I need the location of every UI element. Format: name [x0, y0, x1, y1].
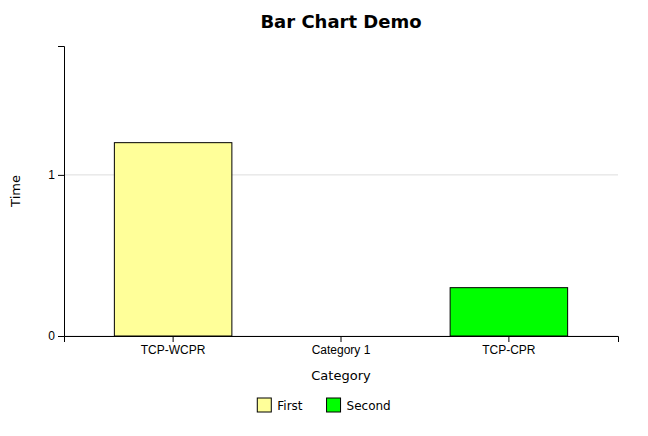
chart-container: TCP-WCPRCategory 1TCP-CPR01Bar Chart Dem…	[0, 0, 648, 436]
x-tick-mark	[341, 336, 342, 342]
x-tick-label: Category 1	[312, 343, 371, 357]
bar	[450, 288, 568, 336]
legend: First Second	[257, 398, 390, 413]
x-tick: TCP-CPR	[482, 336, 536, 357]
y-axis-label: Time	[8, 175, 23, 208]
x-tick-mark	[508, 336, 509, 342]
y-tick: 0	[48, 329, 64, 343]
y-tick: 1	[48, 168, 64, 182]
y-tick-mark	[58, 336, 64, 337]
legend-label: Second	[347, 399, 391, 413]
bar	[114, 143, 232, 336]
x-tick-label: TCP-CPR	[482, 343, 536, 357]
title: Bar Chart Demo	[260, 11, 421, 32]
x-tick: TCP-WCPR	[141, 336, 206, 357]
legend-item: First	[257, 398, 303, 413]
bars	[114, 143, 567, 336]
y-axis-line	[58, 47, 65, 337]
x-axis-line	[65, 337, 619, 343]
x-tick: Category 1	[312, 336, 371, 357]
y-tick-label: 1	[48, 168, 55, 182]
x-axis-label: Category	[311, 368, 371, 383]
y-tick-mark	[58, 175, 64, 176]
x-tick-mark	[173, 336, 174, 342]
chart-svg: TCP-WCPRCategory 1TCP-CPR01Bar Chart Dem…	[0, 0, 648, 436]
y-tick-label: 0	[48, 329, 55, 343]
plot: TCP-WCPRCategory 1TCP-CPR01	[48, 47, 618, 357]
y-axis: 01	[48, 47, 64, 344]
legend-item: Second	[327, 398, 391, 413]
legend-swatch	[257, 398, 271, 412]
legend-swatch	[327, 398, 341, 412]
legend-label: First	[277, 399, 303, 413]
x-tick-label: TCP-WCPR	[141, 343, 206, 357]
x-axis: TCP-WCPR Category 1 TCP-CPR	[65, 336, 619, 357]
